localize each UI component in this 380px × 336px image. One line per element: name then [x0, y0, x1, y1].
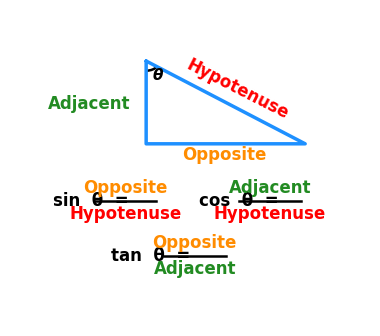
Text: Opposite: Opposite: [182, 146, 266, 164]
Text: Adjacent: Adjacent: [48, 95, 130, 113]
Text: Hypotenuse: Hypotenuse: [214, 205, 326, 223]
Text: Hypotenuse: Hypotenuse: [184, 56, 291, 123]
Text: tan  θ  =: tan θ =: [111, 247, 190, 265]
Text: θ: θ: [153, 68, 163, 83]
Text: Opposite: Opposite: [152, 235, 237, 252]
Text: Opposite: Opposite: [83, 179, 168, 197]
Text: Adjacent: Adjacent: [229, 179, 311, 197]
Text: sin  θ  =: sin θ =: [53, 192, 129, 210]
Text: Hypotenuse: Hypotenuse: [70, 205, 182, 223]
Text: cos  θ  =: cos θ =: [199, 192, 279, 210]
Text: Adjacent: Adjacent: [154, 260, 236, 278]
